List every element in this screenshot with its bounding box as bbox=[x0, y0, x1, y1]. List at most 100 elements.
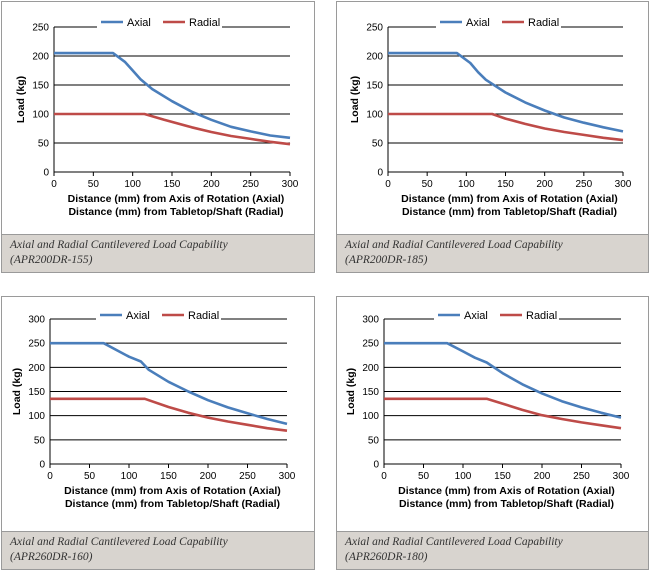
series-line-radial bbox=[388, 112, 624, 142]
y-tick-label-0: 0 bbox=[43, 168, 49, 179]
legend: Axial Radial bbox=[97, 13, 222, 30]
chart-panel-3: 0 50 100 150 200 250 300 0 50 100 150 200 250 300 Load… bbox=[1, 296, 315, 570]
x-axis-label-line-2: Distance (mm) from Tabletop/Shaft (Radia… bbox=[399, 498, 614, 510]
x-tick-label-0: 0 bbox=[47, 471, 53, 482]
x-tick-label-200: 200 bbox=[203, 179, 220, 190]
y-tick-label-250: 250 bbox=[366, 23, 383, 34]
y-axis-label: Load (kg) bbox=[15, 76, 27, 123]
legend-background bbox=[436, 13, 561, 30]
y-tick-label-200: 200 bbox=[28, 363, 45, 374]
chart-3: 0 50 100 150 200 250 300 0 50 100 150 200 250 300 Load… bbox=[11, 306, 296, 510]
chart-panel-1: 0 50 100 150 200 250 0 50 100 150 200 250 300 Load (k… bbox=[1, 1, 315, 273]
y-tick-label-100: 100 bbox=[362, 411, 379, 422]
series-line-radial bbox=[54, 112, 291, 146]
x-axis-label-line-1: Distance (mm) from Axis of Rotation (Axi… bbox=[64, 485, 281, 497]
y-tick-label-200: 200 bbox=[32, 52, 49, 63]
series-line-radial bbox=[50, 397, 288, 432]
y-tick-label-0: 0 bbox=[377, 168, 383, 179]
caption-model-3: (APR260DR-160) bbox=[10, 551, 93, 563]
x-tick-label-150: 150 bbox=[164, 179, 181, 190]
y-axis-label: Load (kg) bbox=[11, 368, 23, 415]
legend-label-radial: Radial bbox=[188, 310, 219, 322]
x-tick-label-250: 250 bbox=[573, 471, 590, 482]
y-tick-label-250: 250 bbox=[28, 339, 45, 350]
y-tick-label-150: 150 bbox=[362, 387, 379, 398]
x-tick-label-50: 50 bbox=[88, 179, 100, 190]
legend-background bbox=[434, 306, 559, 323]
y-tick-label-100: 100 bbox=[28, 411, 45, 422]
x-tick-label-300: 300 bbox=[615, 179, 632, 190]
y-tick-label-200: 200 bbox=[366, 52, 383, 63]
x-axis-label-line-1: Distance (mm) from Axis of Rotation (Axi… bbox=[68, 193, 285, 205]
x-tick-label-0: 0 bbox=[381, 471, 387, 482]
y-tick-label-300: 300 bbox=[28, 315, 45, 326]
series-line-radial bbox=[384, 397, 622, 430]
series-line-axial bbox=[384, 341, 622, 419]
caption-model-2: (APR200DR-185) bbox=[345, 254, 428, 266]
x-axis-label-line-2: Distance (mm) from Tabletop/Shaft (Radia… bbox=[402, 206, 617, 218]
caption-title-1: Axial and Radial Cantilevered Load Capab… bbox=[10, 239, 228, 251]
y-tick-label-200: 200 bbox=[362, 363, 379, 374]
legend: Axial Radial bbox=[436, 13, 561, 30]
y-axis-label: Load (kg) bbox=[345, 368, 357, 415]
x-axis-label-line-1: Distance (mm) from Axis of Rotation (Axi… bbox=[398, 485, 615, 497]
y-tick-label-50: 50 bbox=[372, 139, 384, 150]
x-tick-label-150: 150 bbox=[497, 179, 514, 190]
caption-3: Axial and Radial Cantilevered Load Capab… bbox=[2, 531, 314, 569]
y-tick-label-150: 150 bbox=[28, 387, 45, 398]
caption-title-2: Axial and Radial Cantilevered Load Capab… bbox=[345, 239, 563, 251]
legend-label-axial: Axial bbox=[464, 310, 488, 322]
y-tick-label-100: 100 bbox=[32, 110, 49, 121]
y-tick-label-50: 50 bbox=[34, 435, 46, 446]
y-tick-label-0: 0 bbox=[39, 460, 45, 471]
y-tick-label-250: 250 bbox=[362, 339, 379, 350]
x-tick-label-50: 50 bbox=[418, 471, 430, 482]
x-tick-label-50: 50 bbox=[84, 471, 96, 482]
x-tick-label-200: 200 bbox=[534, 471, 551, 482]
chart-panel-2: 0 50 100 150 200 250 0 50 100 150 200 250 300 Load (k… bbox=[336, 1, 649, 273]
legend-label-axial: Axial bbox=[466, 17, 490, 29]
x-tick-label-200: 200 bbox=[200, 471, 217, 482]
x-tick-label-250: 250 bbox=[575, 179, 592, 190]
y-tick-label-150: 150 bbox=[32, 81, 49, 92]
legend-label-axial: Axial bbox=[126, 310, 150, 322]
x-tick-label-200: 200 bbox=[536, 179, 553, 190]
x-tick-label-100: 100 bbox=[124, 179, 141, 190]
x-tick-label-0: 0 bbox=[51, 179, 57, 190]
x-tick-label-250: 250 bbox=[242, 179, 259, 190]
x-tick-label-300: 300 bbox=[613, 471, 630, 482]
x-tick-label-300: 300 bbox=[282, 179, 299, 190]
x-tick-label-150: 150 bbox=[160, 471, 177, 482]
chart-panel-4: 0 50 100 150 200 250 300 0 50 100 150 200 250 300 Load… bbox=[336, 296, 649, 570]
legend-label-radial: Radial bbox=[526, 310, 557, 322]
x-tick-label-50: 50 bbox=[422, 179, 434, 190]
x-tick-label-150: 150 bbox=[494, 471, 511, 482]
caption-title-4: Axial and Radial Cantilevered Load Capab… bbox=[345, 536, 563, 548]
y-tick-label-100: 100 bbox=[366, 110, 383, 121]
legend-label-radial: Radial bbox=[528, 17, 559, 29]
caption-title-3: Axial and Radial Cantilevered Load Capab… bbox=[10, 536, 228, 548]
caption-1: Axial and Radial Cantilevered Load Capab… bbox=[2, 234, 314, 272]
legend-background bbox=[97, 13, 222, 30]
caption-2: Axial and Radial Cantilevered Load Capab… bbox=[337, 234, 648, 272]
chart-2: 0 50 100 150 200 250 0 50 100 150 200 250 300 Load (k… bbox=[349, 13, 632, 218]
x-tick-label-100: 100 bbox=[458, 179, 475, 190]
x-tick-label-300: 300 bbox=[279, 471, 296, 482]
legend: Axial Radial bbox=[96, 306, 221, 323]
series-line-axial bbox=[50, 341, 288, 426]
legend-label-radial: Radial bbox=[189, 17, 220, 29]
caption-4: Axial and Radial Cantilevered Load Capab… bbox=[337, 531, 648, 569]
x-tick-label-100: 100 bbox=[121, 471, 138, 482]
series-line-axial bbox=[388, 51, 624, 133]
x-axis-label-line-1: Distance (mm) from Axis of Rotation (Axi… bbox=[401, 193, 618, 205]
caption-model-4: (APR260DR-180) bbox=[345, 551, 428, 563]
x-tick-label-250: 250 bbox=[239, 471, 256, 482]
y-axis-label: Load (kg) bbox=[349, 76, 361, 123]
y-tick-label-0: 0 bbox=[373, 460, 379, 471]
legend: Axial Radial bbox=[434, 306, 559, 323]
x-axis-label-line-2: Distance (mm) from Tabletop/Shaft (Radia… bbox=[65, 498, 280, 510]
legend-label-axial: Axial bbox=[127, 17, 151, 29]
x-tick-label-0: 0 bbox=[385, 179, 391, 190]
y-tick-label-50: 50 bbox=[368, 435, 380, 446]
y-tick-label-250: 250 bbox=[32, 23, 49, 34]
